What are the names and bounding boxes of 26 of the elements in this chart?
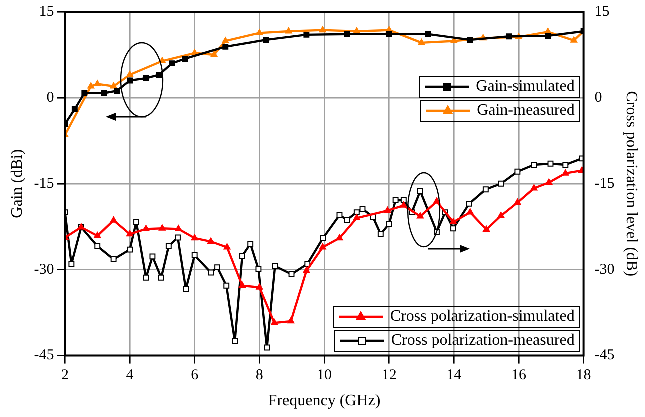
x-tick-label: 10 (317, 368, 332, 384)
x-tick-label: 18 (576, 368, 592, 384)
x-tick-label: 14 (446, 368, 462, 384)
x-tick-label: 6 (191, 368, 200, 384)
x-axis-title: Frequency (GHz) (268, 392, 381, 410)
y-tick-label: 0 (46, 90, 54, 106)
y-tick-label: 15 (39, 4, 54, 20)
y-tick-label: -45 (34, 348, 54, 364)
y2-tick-label: -30 (594, 262, 615, 278)
x-tick-label: 2 (61, 368, 69, 384)
y-tick-label: -30 (34, 262, 54, 278)
y2-tick-label: -45 (594, 348, 615, 364)
x-tick-label: 8 (256, 368, 264, 384)
legend-label: Cross polarization-simulated (390, 308, 575, 326)
y-tick-label: -15 (34, 176, 54, 192)
y2-tick-label: 15 (594, 4, 610, 20)
legend-label: Gain-measured (477, 102, 575, 120)
x-tick-label: 12 (382, 368, 397, 384)
y2-tick-label: -15 (594, 176, 615, 192)
y2-axis-title: Cross polarization level (dB) (623, 91, 640, 277)
y2-tick-label: 0 (594, 90, 602, 106)
legend-label: Gain-simulated (476, 78, 575, 96)
x-tick-label: 16 (511, 368, 527, 384)
legend-label: Cross polarization-measured (391, 332, 575, 350)
x-tick-label: 4 (126, 368, 134, 384)
y-axis-title: Gain (dBi) (8, 149, 26, 218)
